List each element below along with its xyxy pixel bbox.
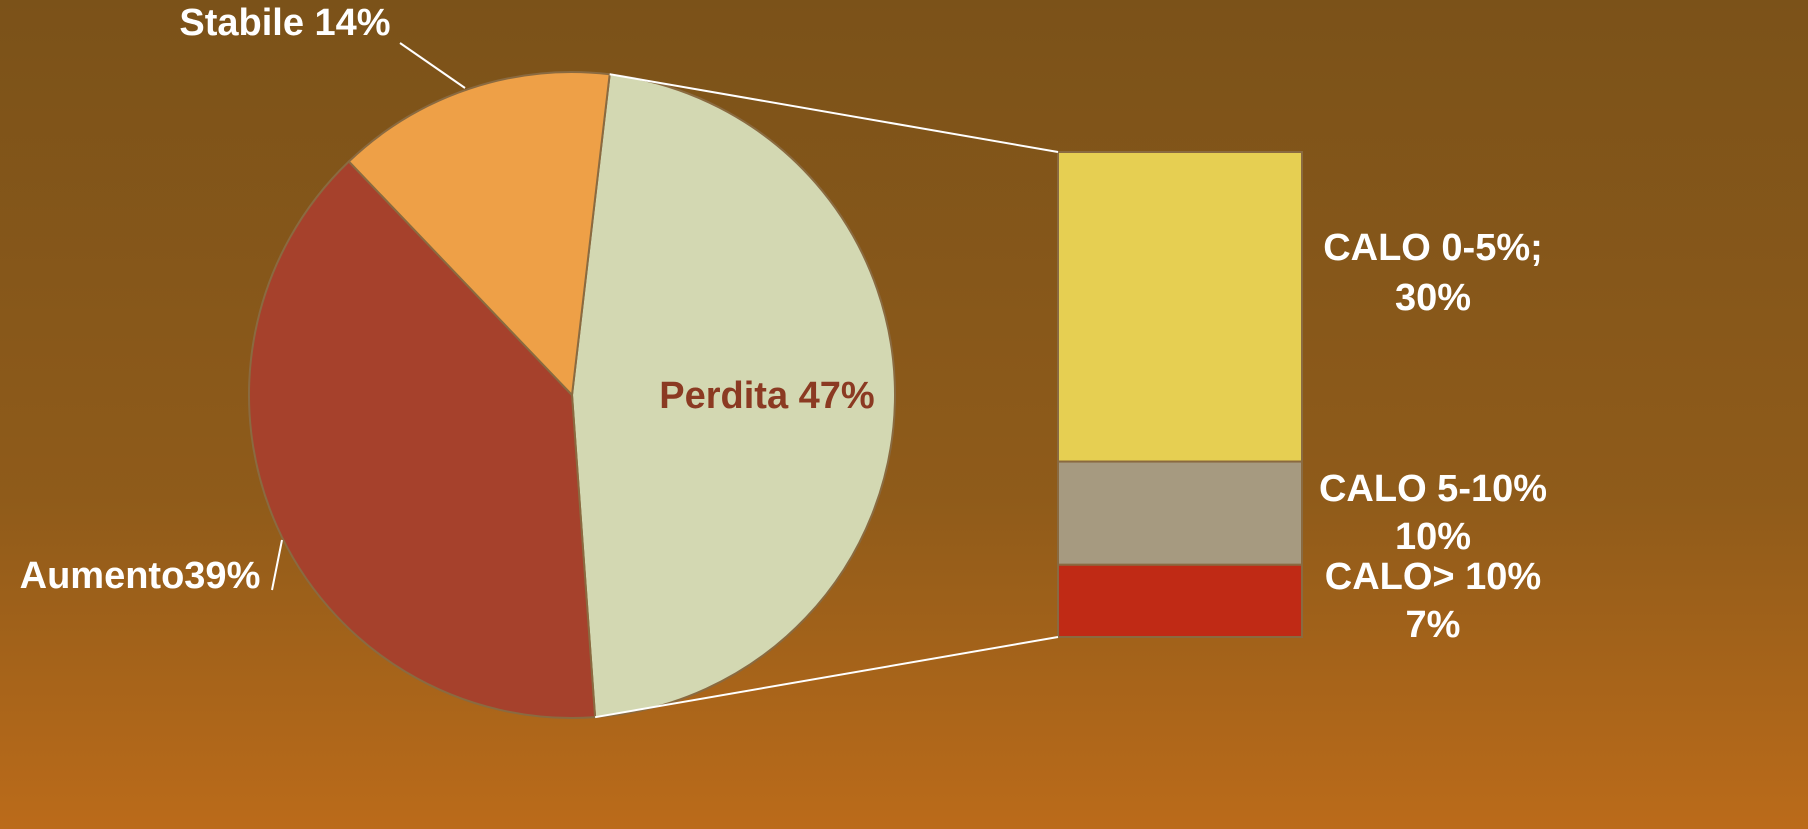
data-label: Stabile 14%	[179, 2, 390, 44]
category-label: CALO 0-5%;	[1323, 227, 1543, 269]
category-label: CALO> 10%	[1325, 556, 1541, 598]
data-label: Perdita 47%	[659, 375, 874, 417]
leader-line	[271, 539, 283, 591]
data-label: 10%	[1395, 516, 1471, 558]
bar-segment	[1057, 460, 1303, 566]
category-label: CALO 5-10%	[1319, 468, 1547, 510]
connector-line	[594, 636, 1059, 719]
bar-segment	[1057, 563, 1303, 638]
data-label: 30%	[1395, 277, 1471, 319]
data-label: Aumento39%	[20, 555, 261, 597]
connector-line	[609, 73, 1059, 153]
bar-segment	[1057, 151, 1303, 463]
pie-slice	[248, 160, 597, 719]
pie-slice	[347, 71, 611, 398]
data-label: 7%	[1406, 604, 1461, 646]
leader-line	[399, 42, 466, 89]
pie-slice	[570, 73, 896, 719]
